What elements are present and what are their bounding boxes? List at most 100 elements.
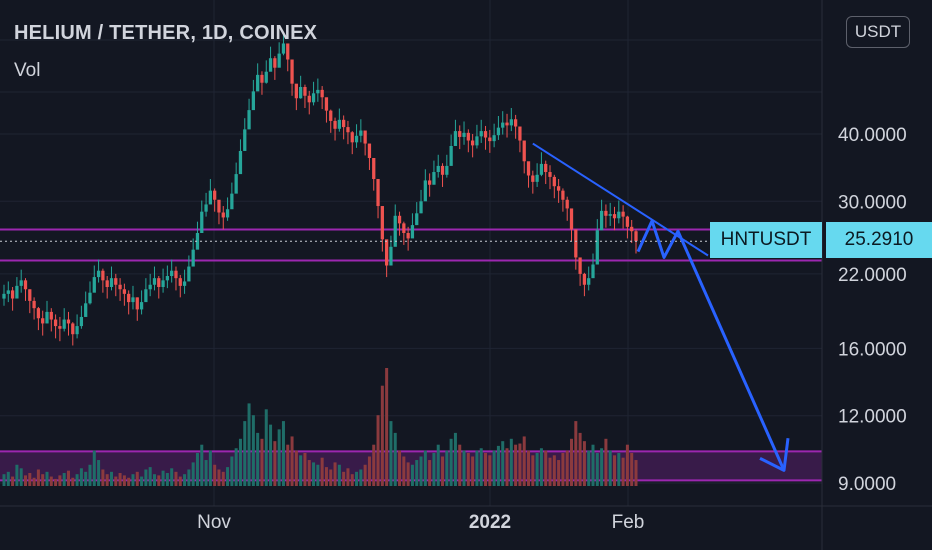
candle-body bbox=[509, 119, 513, 126]
volume-bar bbox=[410, 464, 414, 486]
candle-body bbox=[238, 150, 243, 175]
price-axis-label: 22.0000 bbox=[838, 265, 907, 286]
candle-body bbox=[320, 89, 324, 98]
candle-body bbox=[354, 135, 359, 143]
candle-body bbox=[582, 273, 587, 285]
volume-bar bbox=[544, 450, 548, 486]
candle-body bbox=[552, 176, 556, 187]
volume-bar bbox=[552, 455, 556, 486]
volume-bar bbox=[402, 456, 406, 486]
volume-bar bbox=[204, 460, 208, 486]
price-axis-label: 12.0000 bbox=[838, 407, 907, 428]
candle-body bbox=[599, 210, 604, 231]
volume-bar bbox=[492, 450, 496, 486]
candle-body bbox=[62, 319, 66, 329]
candle-body bbox=[406, 232, 410, 239]
volume-bar bbox=[505, 448, 509, 486]
candle-body bbox=[148, 284, 152, 290]
candle-body bbox=[440, 165, 445, 175]
candle-body bbox=[170, 270, 174, 277]
volume-bar bbox=[251, 415, 255, 486]
candle-body bbox=[492, 135, 496, 142]
volume-bar bbox=[333, 462, 337, 486]
candle-body bbox=[367, 143, 372, 159]
candle-body bbox=[342, 119, 346, 128]
candle-body bbox=[333, 120, 337, 129]
volume-bar bbox=[445, 450, 449, 486]
volume-bar bbox=[105, 474, 109, 486]
candle-body bbox=[526, 161, 531, 176]
candle-body bbox=[513, 119, 518, 127]
candle-body bbox=[324, 97, 329, 111]
volume-bar bbox=[230, 456, 234, 486]
descending-trendline bbox=[532, 142, 709, 257]
volume-bar bbox=[630, 452, 634, 486]
candle-body bbox=[191, 249, 195, 267]
volume-bar bbox=[509, 438, 513, 486]
candle-body bbox=[436, 165, 440, 173]
candle-body bbox=[53, 319, 58, 327]
volume-bar bbox=[428, 460, 432, 486]
candle-body bbox=[96, 270, 101, 278]
volume-bar bbox=[432, 452, 436, 486]
volume-bar bbox=[608, 450, 612, 486]
candle-body bbox=[243, 129, 247, 151]
volume-bar bbox=[514, 444, 518, 486]
volume-bar bbox=[213, 464, 217, 486]
volume-bar bbox=[600, 448, 604, 486]
volume-bar bbox=[406, 462, 410, 486]
candle-body bbox=[6, 290, 10, 294]
volume-bar bbox=[299, 455, 303, 486]
volume-bar bbox=[157, 475, 161, 486]
volume-indicator-label[interactable]: Vol bbox=[14, 60, 41, 81]
volume-bar bbox=[415, 460, 419, 486]
price-axis-label: 9.0000 bbox=[838, 474, 896, 495]
candle-body bbox=[135, 297, 139, 310]
candle-body bbox=[578, 257, 582, 274]
candle-body bbox=[363, 130, 367, 144]
volume-bar bbox=[578, 432, 582, 486]
candle-body bbox=[221, 212, 225, 218]
volume-bar bbox=[71, 477, 75, 486]
volume-bar bbox=[350, 474, 354, 486]
volume-bar bbox=[475, 450, 479, 486]
volume-bar bbox=[256, 432, 260, 486]
volume-bar bbox=[539, 448, 543, 486]
candle-body bbox=[251, 91, 255, 111]
candle-body bbox=[247, 110, 251, 130]
volume-bar bbox=[355, 471, 359, 486]
volume-bar bbox=[570, 438, 574, 486]
volume-bar bbox=[234, 448, 238, 486]
candle-body bbox=[479, 131, 483, 137]
candle-body bbox=[329, 110, 333, 121]
volume-bar bbox=[170, 468, 174, 486]
candle-body bbox=[634, 231, 638, 242]
volume-bar bbox=[385, 368, 389, 486]
candle-body bbox=[458, 131, 462, 137]
candle-body bbox=[544, 163, 548, 173]
candle-body bbox=[118, 284, 122, 290]
volume-bar bbox=[54, 478, 58, 486]
candle-body bbox=[359, 130, 363, 136]
volume-bar bbox=[183, 474, 187, 486]
candle-body bbox=[389, 246, 393, 266]
currency-button[interactable]: USDT bbox=[846, 16, 910, 48]
volume-bar bbox=[226, 467, 230, 486]
projection-arrow bbox=[636, 219, 786, 471]
volume-bar bbox=[187, 469, 191, 486]
volume-bar bbox=[518, 443, 522, 486]
volume-bar bbox=[574, 421, 578, 486]
candle-body bbox=[213, 190, 217, 200]
candle-body bbox=[337, 119, 341, 129]
volume-bar bbox=[247, 403, 251, 486]
volume-bar bbox=[28, 473, 32, 486]
volume-bar bbox=[372, 444, 376, 486]
volume-bar bbox=[587, 450, 591, 486]
volume-bar bbox=[617, 452, 621, 486]
volume-bar bbox=[419, 456, 423, 486]
candle-body bbox=[617, 211, 621, 219]
volume-bar bbox=[135, 471, 139, 486]
candle-body bbox=[522, 140, 526, 162]
